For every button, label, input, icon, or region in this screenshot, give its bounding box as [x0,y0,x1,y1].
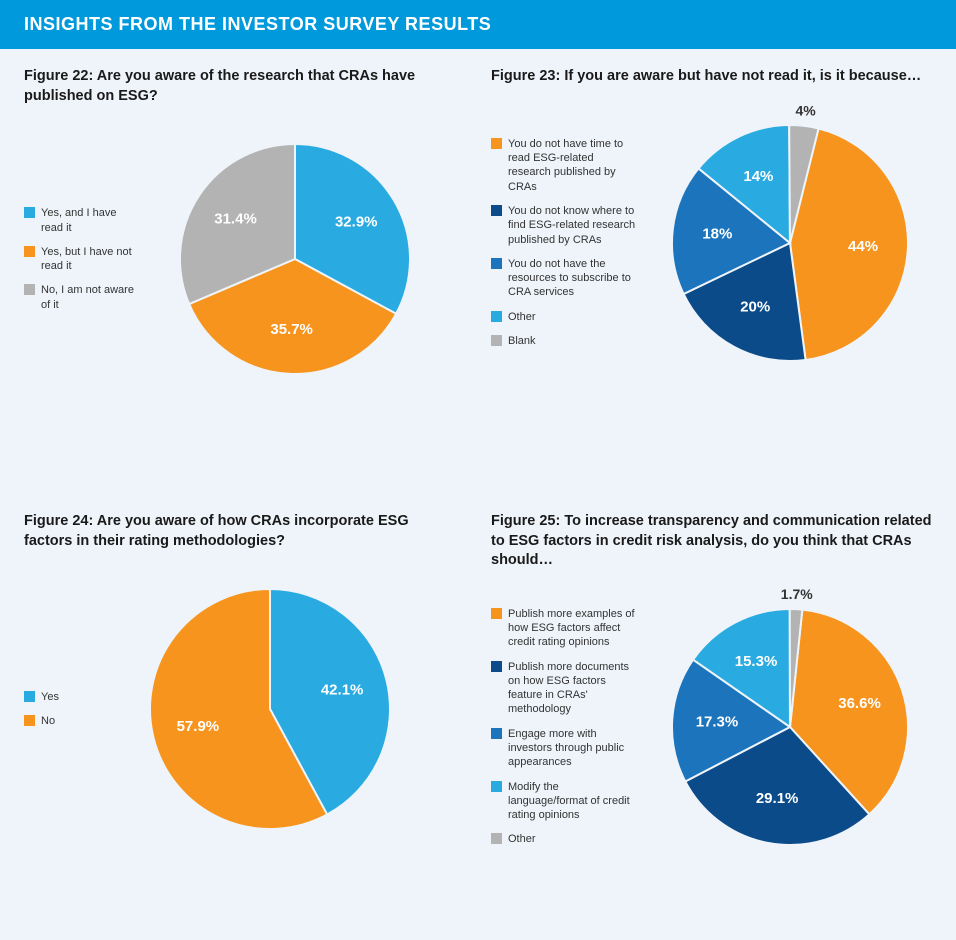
slice-value-label: 35.7% [270,321,313,338]
legend-swatch [491,661,502,672]
figure-24-pie-wrap: 42.1% 57.9% [92,561,447,857]
figure-24-title: Figure 24: Are you aware of how CRAs inc… [24,512,447,551]
figure-23-chart-area: You do not have time to read ESG-related… [491,97,936,389]
legend-item: Publish more examples of how ESG factors… [491,607,636,650]
legend-label: Yes, but I have not read it [41,245,134,274]
legend-label: Other [508,310,636,324]
legend-swatch [491,781,502,792]
panel-header: INSIGHTS FROM THE INVESTOR SURVEY RESULT… [0,0,956,49]
legend-label: Yes, and I have read it [41,206,134,235]
figure-22-title: Figure 22: Are you aware of the research… [24,67,447,106]
figure-23-pie-wrap: 44% 20% 18% 14% 4% [644,97,936,389]
legend-label: Modify the language/format of credit rat… [508,780,636,823]
legend-label: Engage more with investors through publi… [508,727,636,770]
figure-22-pie-wrap: 32.9% 35.7% 31.4% [142,116,447,402]
legend-label: No, I am not aware of it [41,283,134,312]
legend-swatch [24,284,35,295]
figure-24-legend: Yes No [24,690,84,729]
legend-swatch [24,715,35,726]
legend-item: Other [491,832,636,846]
legend-label: You do not have the resources to subscri… [508,257,636,300]
slice-value-label: 57.9% [176,718,219,735]
legend-swatch [24,691,35,702]
figure-25-title: Figure 25: To increase transparency and … [491,512,936,571]
figure-23-pie: 44% 20% 18% 14% 4% [644,97,936,389]
slice-value-label: 17.3% [696,713,739,730]
legend-item: Other [491,310,636,324]
figure-23-cell: Figure 23: If you are aware but have not… [467,49,956,494]
figure-22-pie: 32.9% 35.7% 31.4% [152,116,438,402]
legend-label: Other [508,832,636,846]
figure-22-cell: Figure 22: Are you aware of the research… [0,49,467,494]
slice-value-label: 15.3% [735,653,778,670]
legend-swatch [24,207,35,218]
slice-value-label: 44% [848,238,878,255]
slice-value-label: 42.1% [320,682,363,699]
legend-swatch [491,258,502,269]
legend-item: You do not have time to read ESG-related… [491,137,636,194]
legend-swatch [491,833,502,844]
charts-grid: Figure 22: Are you aware of the research… [0,49,956,939]
slice-value-label: 36.6% [838,695,881,712]
slice-value-label: 4% [796,102,817,118]
legend-swatch [491,311,502,322]
legend-item: Yes [24,690,84,704]
legend-item: You do not have the resources to subscri… [491,257,636,300]
figure-25-pie: 36.6% 29.1% 17.3% 15.3% 1.7% [644,581,936,873]
legend-swatch [491,728,502,739]
legend-label: You do not know where to find ESG-relate… [508,204,636,247]
legend-swatch [491,138,502,149]
legend-item: Yes, but I have not read it [24,245,134,274]
slice-value-label: 20% [740,298,770,315]
figure-24-pie: 42.1% 57.9% [122,561,418,857]
slice-value-label: 1.7% [781,586,813,602]
legend-label: Publish more examples of how ESG factors… [508,607,636,650]
figure-24-chart-area: Yes No 42.1% 57.9% [24,561,447,857]
figure-25-legend: Publish more examples of how ESG factors… [491,607,636,847]
figure-22-chart-area: Yes, and I have read it Yes, but I have n… [24,116,447,402]
legend-item: No, I am not aware of it [24,283,134,312]
figure-23-legend: You do not have time to read ESG-related… [491,137,636,349]
legend-swatch [491,205,502,216]
legend-item: No [24,714,84,728]
legend-item: Engage more with investors through publi… [491,727,636,770]
legend-item: Publish more documents on how ESG factor… [491,660,636,717]
legend-swatch [491,608,502,619]
legend-label: Publish more documents on how ESG factor… [508,660,636,717]
figure-25-pie-wrap: 36.6% 29.1% 17.3% 15.3% 1.7% [644,581,936,873]
legend-item: Modify the language/format of credit rat… [491,780,636,823]
legend-label: No [41,714,84,728]
figure-25-chart-area: Publish more examples of how ESG factors… [491,581,936,873]
legend-item: You do not know where to find ESG-relate… [491,204,636,247]
figure-23-title: Figure 23: If you are aware but have not… [491,67,936,87]
slice-value-label: 29.1% [756,790,799,807]
slice-value-label: 14% [743,168,773,185]
figure-25-cell: Figure 25: To increase transparency and … [467,494,956,939]
figure-24-cell: Figure 24: Are you aware of how CRAs inc… [0,494,467,939]
legend-item: Blank [491,334,636,348]
slice-value-label: 31.4% [214,211,257,228]
legend-label: Yes [41,690,84,704]
legend-label: Blank [508,334,636,348]
survey-insights-page: INSIGHTS FROM THE INVESTOR SURVEY RESULT… [0,0,956,940]
slice-value-label: 32.9% [334,214,377,231]
legend-swatch [491,335,502,346]
panel-header-title: INSIGHTS FROM THE INVESTOR SURVEY RESULT… [24,14,491,34]
figure-22-legend: Yes, and I have read it Yes, but I have n… [24,206,134,312]
legend-item: Yes, and I have read it [24,206,134,235]
legend-swatch [24,246,35,257]
legend-label: You do not have time to read ESG-related… [508,137,636,194]
slice-value-label: 18% [702,225,732,242]
